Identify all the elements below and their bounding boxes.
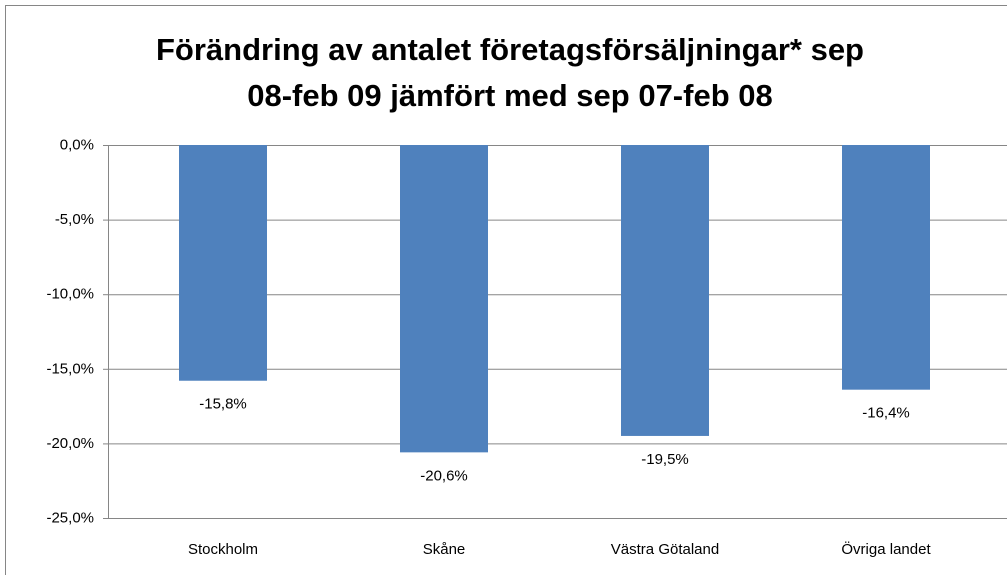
y-tick-label: 0,0% [60, 136, 94, 153]
bar [179, 145, 267, 381]
y-tick-label: -20,0% [46, 435, 94, 452]
bar [621, 145, 709, 436]
x-tick-label: Stockholm [188, 541, 258, 558]
y-tick-label: -25,0% [46, 509, 94, 526]
chart-border [5, 5, 1007, 575]
y-tick-label: -10,0% [46, 286, 94, 303]
bar [842, 145, 930, 390]
y-tick-label: -15,0% [46, 360, 94, 377]
chart-title: Förändring av antalet företagsförsäljnin… [156, 32, 864, 67]
data-label: -16,4% [862, 405, 910, 422]
x-tick-label: Övriga landet [841, 540, 931, 558]
chart-title: 08-feb 09 jämfört med sep 07-feb 08 [247, 78, 772, 113]
data-label: -15,8% [199, 396, 247, 413]
bar [400, 145, 488, 453]
x-tick-label: Västra Götaland [611, 541, 719, 558]
x-tick-label: Skåne [423, 541, 466, 558]
y-tick-label: -5,0% [55, 211, 94, 228]
data-label: -20,6% [420, 467, 468, 484]
data-label: -19,5% [641, 451, 689, 468]
